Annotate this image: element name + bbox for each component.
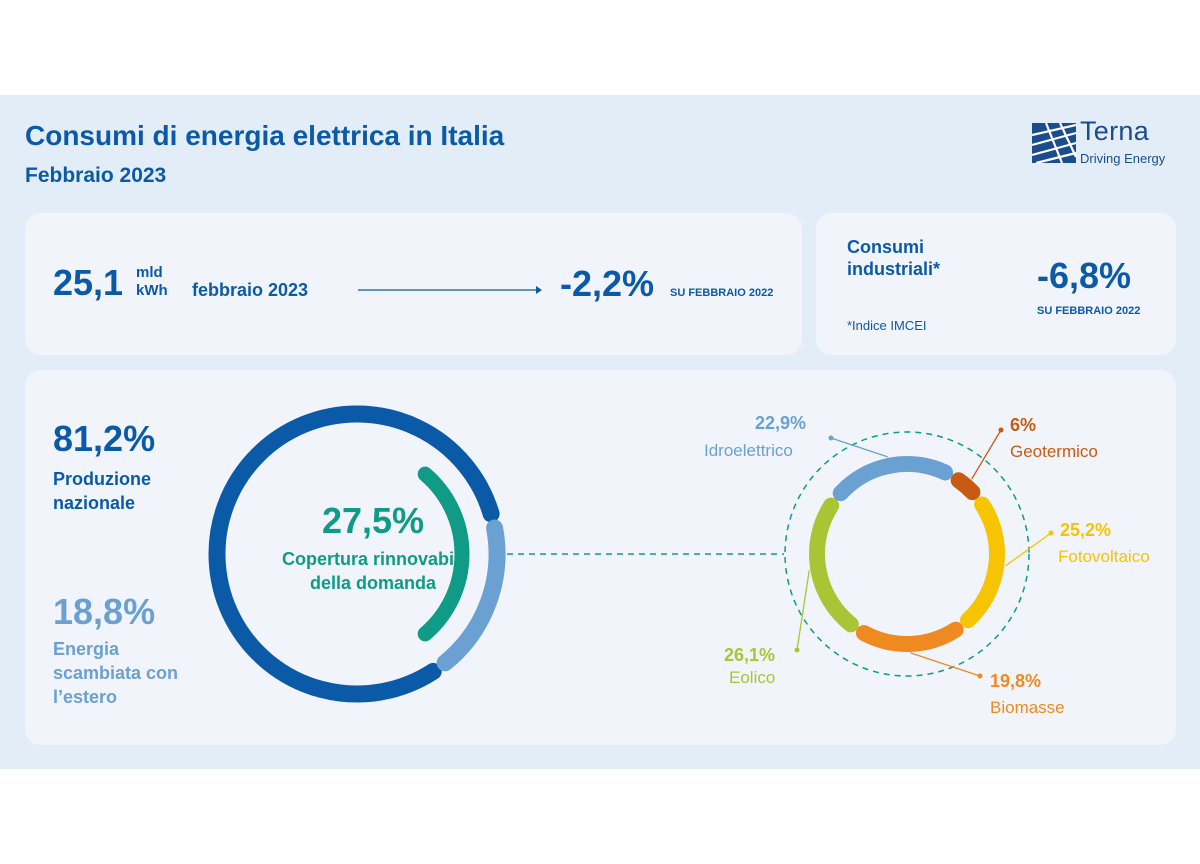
consumption-change-label: SU FEBBRAIO 2022 <box>670 287 774 299</box>
production-arc <box>208 405 500 703</box>
leader-line-biomasse <box>910 652 981 677</box>
industrial-label: Consumi industriali* <box>847 237 941 279</box>
slice-name-geotermico: Geotermico <box>1010 442 1098 461</box>
unit-line-1: mld <box>136 264 163 281</box>
leader-line-fotovoltaico <box>1004 532 1052 567</box>
slice-value-fotovoltaico: 25,2% <box>1060 520 1112 540</box>
page-subtitle: Febbraio 2023 <box>25 164 167 187</box>
leader-line-eolico <box>796 570 810 651</box>
leader-dot-eolico <box>794 647 800 653</box>
slice-value-eolico: 26,1% <box>724 645 776 665</box>
production-label: Produzione nazionale <box>53 469 151 513</box>
unit-line-2: kWh <box>136 282 168 299</box>
consumption-card <box>25 213 802 355</box>
slice-biomasse <box>855 621 964 652</box>
leader-line-geotermico <box>971 429 1002 480</box>
slice-name-idroelettrico: Idroelettrico <box>704 441 793 460</box>
slice-value-biomasse: 19,8% <box>990 671 1042 691</box>
slice-idroelettrico <box>832 456 954 502</box>
industrial-change: -6,8% <box>1037 255 1132 296</box>
leader-dot-fotovoltaico <box>1048 530 1054 536</box>
slice-fotovoltaico <box>960 496 1005 629</box>
consumption-period: febbraio 2023 <box>192 280 309 300</box>
slice-name-biomasse: Biomasse <box>990 698 1065 717</box>
leader-line-idroelettrico <box>830 437 888 458</box>
renewable-outline-ring <box>784 431 1030 677</box>
renewable-label: Copertura rinnovabili della domanda <box>281 549 465 593</box>
leader-dot-biomasse <box>977 673 983 679</box>
slice-name-eolico: Eolico <box>729 668 776 687</box>
consumption-change: -2,2% <box>560 263 655 304</box>
slice-value-idroelettrico: 22,9% <box>755 413 807 433</box>
industrial-note: *Indice IMCEI <box>847 318 927 333</box>
production-value: 81,2% <box>53 418 156 459</box>
industrial-change-label: SU FEBBRAIO 2022 <box>1037 305 1141 317</box>
leader-dot-idroelettrico <box>828 435 834 441</box>
leader-dot-geotermico <box>998 427 1004 433</box>
consumption-value: 25,1 <box>53 262 124 303</box>
page-title: Consumi di energia elettrica in Italia <box>25 120 505 151</box>
slice-eolico <box>809 497 859 633</box>
exchange-label: Energia scambiata con l’estero <box>53 639 179 707</box>
slice-value-geotermico: 6% <box>1010 415 1037 435</box>
industrial-card <box>816 213 1176 355</box>
slice-geotermico <box>950 472 981 501</box>
exchange-arc <box>436 519 506 672</box>
consumption-unit: mld kWh <box>136 264 176 300</box>
slice-name-fotovoltaico: Fotovoltaico <box>1058 547 1150 566</box>
exchange-value: 18,8% <box>53 591 156 632</box>
logo-name: Terna <box>1080 116 1150 146</box>
renewable-coverage-arc <box>417 466 470 642</box>
renewable-value: 27,5% <box>321 500 425 541</box>
consumption-arrow-head <box>536 286 542 294</box>
logo-tagline: Driving Energy <box>1080 151 1166 166</box>
terna-logo-icon <box>1032 122 1077 165</box>
